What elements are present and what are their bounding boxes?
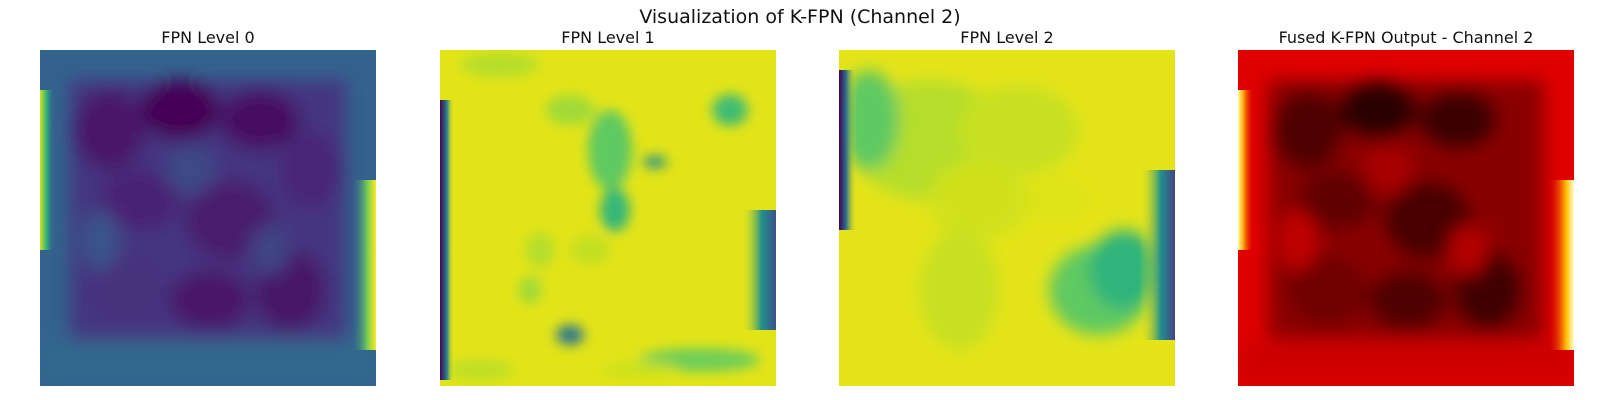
panel-title: Fused K-FPN Output - Channel 2 (1278, 28, 1534, 47)
heatmap-image-level-0 (40, 50, 376, 386)
heatmap-image-level-1 (440, 50, 776, 386)
panel-fpn-level-0: FPN Level 0 (38, 28, 378, 386)
panel-title: FPN Level 1 (561, 28, 655, 47)
figure-title: Visualization of K-FPN (Channel 2) (639, 6, 961, 28)
panel-title: FPN Level 0 (161, 28, 255, 47)
heatmap-image-level-2 (839, 50, 1175, 386)
panel-fused-output: Fused K-FPN Output - Channel 2 (1236, 28, 1576, 386)
heatmap-image-fused (1238, 50, 1574, 386)
panel-title: FPN Level 2 (960, 28, 1054, 47)
panel-fpn-level-2: FPN Level 2 (837, 28, 1177, 386)
panel-fpn-level-1: FPN Level 1 (438, 28, 778, 386)
